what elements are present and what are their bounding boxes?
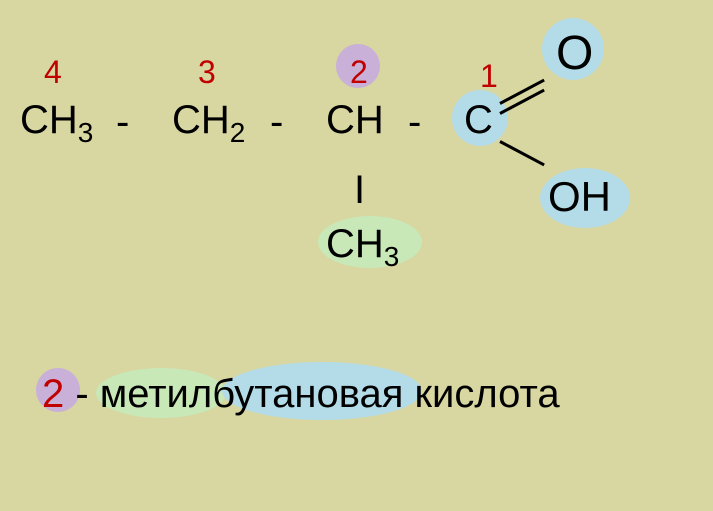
carbon-number-2: 2 (350, 56, 368, 88)
bond-3-2: - (270, 100, 283, 145)
bond-2-1: - (408, 100, 421, 145)
bond-vertical: I (354, 168, 365, 213)
substituent-ch3: CH3 (326, 224, 399, 271)
carbon-number-4: 4 (44, 56, 62, 88)
double-bond (500, 96, 550, 116)
oxygen-double-bond: O (556, 30, 593, 78)
carbon-number-3: 3 (198, 56, 216, 88)
carbon-2: CH (326, 100, 384, 140)
carbon-1: C (464, 100, 493, 140)
carbon-number-1: 1 (480, 60, 498, 92)
carbon-4: CH3 (20, 100, 93, 147)
hydroxyl-group: OH (548, 176, 611, 218)
bond-4-3: - (116, 100, 129, 145)
carbon-3: CH2 (172, 100, 245, 147)
compound-name: 2 - метилбутановая кислота (42, 372, 560, 417)
